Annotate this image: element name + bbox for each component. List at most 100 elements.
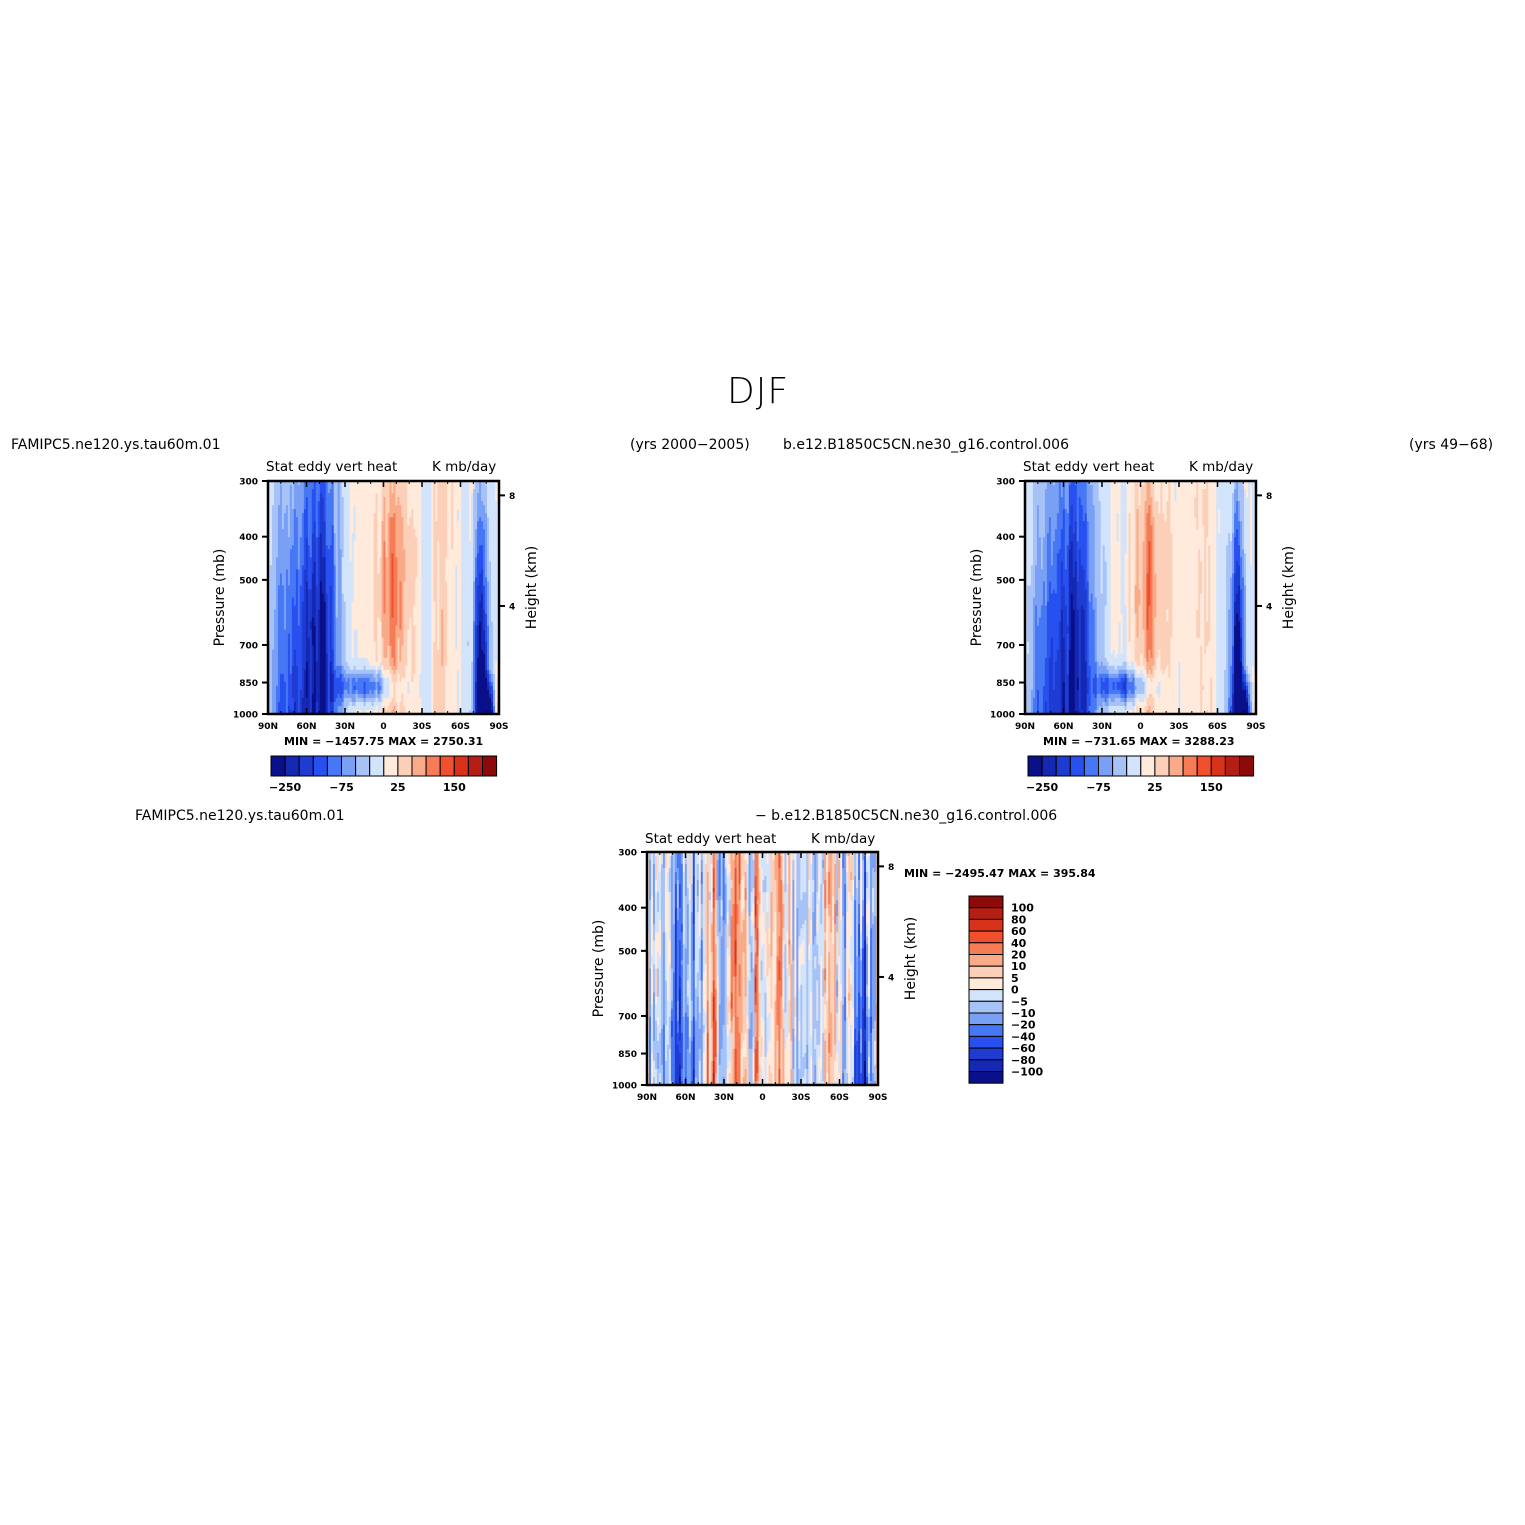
field-cell (269, 605, 273, 610)
field-cell (305, 689, 309, 695)
field-cell (283, 649, 287, 655)
field-cell (299, 657, 303, 663)
field-cell (303, 617, 307, 623)
field-cell (293, 621, 297, 627)
field-cell (269, 685, 273, 691)
field-cell (307, 617, 311, 623)
field-cell (269, 501, 273, 506)
field-cell (295, 481, 299, 486)
field-cell (307, 525, 311, 530)
field-cell (303, 545, 307, 550)
field-cell (307, 597, 311, 602)
field-cell (287, 541, 291, 546)
field-cell (269, 585, 273, 590)
field-cell (277, 657, 281, 663)
field-cell (275, 693, 279, 699)
field-cell (303, 689, 307, 695)
field-cell (299, 625, 303, 631)
field-cell (299, 633, 303, 639)
field-cell (269, 677, 273, 683)
field-cell (273, 649, 277, 655)
field-cell (287, 577, 291, 582)
field-cell (301, 533, 305, 538)
field-cell (275, 561, 279, 566)
field-cell (291, 593, 295, 598)
field-cell (305, 629, 309, 635)
field-cell (279, 565, 283, 570)
field-cell (289, 517, 293, 522)
field-cell (297, 617, 301, 623)
field-cell (303, 681, 307, 687)
field-cell (275, 521, 279, 526)
field-cell (307, 689, 311, 695)
field-cell (285, 705, 289, 711)
field-cell (283, 513, 287, 518)
field-cell (305, 669, 309, 675)
field-cell (293, 561, 297, 566)
field-cell (283, 653, 287, 659)
field-cell (307, 585, 311, 590)
field-cell (297, 685, 301, 691)
field-cell (291, 557, 295, 562)
field-cell (301, 605, 305, 610)
field-cell (301, 705, 305, 711)
field-cell (283, 545, 287, 550)
field-cell (281, 605, 285, 610)
field-cell (295, 701, 299, 707)
field-cell (285, 485, 289, 490)
field-cell (273, 641, 277, 647)
field-cell (287, 677, 291, 683)
field-cell (283, 489, 287, 494)
field-cell (303, 625, 307, 631)
field-cell (307, 513, 311, 518)
field-cell (305, 529, 309, 534)
field-cell (301, 553, 305, 558)
bottom-case-a-label: FAMIPC5.ne120.ys.tau60m.01 (135, 808, 344, 824)
field-cell (291, 585, 295, 590)
field-cell (283, 705, 287, 711)
field-cell (305, 585, 309, 590)
field-cell (275, 601, 279, 606)
field-cell (303, 517, 307, 522)
field-cell (275, 569, 279, 574)
field-cell (281, 517, 285, 522)
field-cell (287, 581, 291, 586)
field-cell (301, 661, 305, 667)
field-cell (279, 545, 283, 550)
field-cell (297, 669, 301, 675)
field-cell (283, 549, 287, 554)
field-cell (275, 589, 279, 594)
field-cell (289, 669, 293, 675)
field-cell (307, 637, 311, 643)
field-cell (299, 605, 303, 610)
field-cell (281, 481, 285, 486)
field-cell (287, 665, 291, 671)
field-cell (271, 481, 275, 486)
field-cell (305, 665, 309, 671)
field-cell (307, 573, 311, 578)
field-cell (307, 533, 311, 538)
field-cell (303, 577, 307, 582)
field-cell (289, 533, 293, 538)
field-cell (293, 533, 297, 538)
field-cell (289, 589, 293, 594)
field-cell (295, 581, 299, 586)
field-cell (307, 529, 311, 534)
field-cell (275, 613, 279, 618)
field-cell (301, 517, 305, 522)
field-cell (295, 593, 299, 598)
field-cell (299, 709, 303, 715)
field-cell (297, 497, 301, 502)
field-cell (289, 497, 293, 502)
field-cell (295, 513, 299, 518)
field-cell (291, 613, 295, 618)
field-cell (295, 665, 299, 671)
field-cell (273, 545, 277, 550)
field-cell (299, 693, 303, 699)
field-cell (293, 525, 297, 530)
field-cell (275, 617, 279, 623)
field-cell (303, 669, 307, 675)
field-cell (291, 501, 295, 506)
field-cell (299, 661, 303, 667)
field-cell (289, 677, 293, 683)
